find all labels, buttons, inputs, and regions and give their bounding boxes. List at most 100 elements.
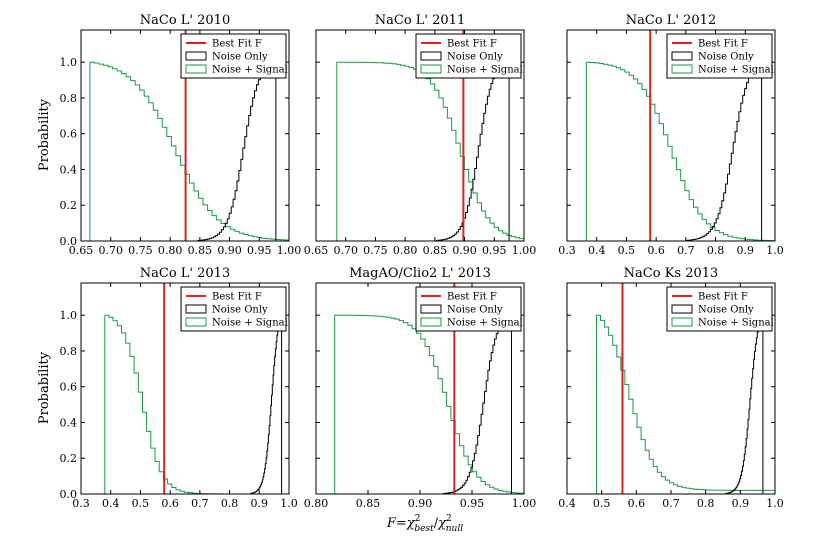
x-tick-label: 0.4 (588, 244, 606, 257)
y-tick-label: 0.0 (60, 488, 78, 501)
axes-frame (315, 29, 525, 242)
legend-label-noise-signal: Noise + Signal (698, 65, 774, 76)
x-tick-label: 0.5 (618, 244, 636, 257)
x-tick-label: 0.5 (132, 497, 150, 510)
panel-title: NaCo L' 2012 (626, 13, 716, 28)
noise-signal-line (596, 314, 775, 494)
legend-label-noise-only: Noise Only (698, 305, 754, 316)
noise-only-line (250, 314, 283, 494)
series-group (596, 283, 775, 494)
panel-title: NaCo L' 2011 (375, 13, 465, 28)
x-tick-label: 0.8 (221, 497, 239, 510)
legend-box (180, 33, 287, 79)
x-tick-label: 1.0 (766, 244, 784, 257)
legend: Best Fit F Noise Only Noise + Signal (666, 286, 774, 332)
xlabel: F=χ2 best/χ2 null (386, 514, 463, 534)
panel-6: NaCo Ks 2013 0.4 0.5 0.6 0.7 0.8 0.9 1.0 Best Fi… (558, 266, 784, 510)
legend: Best Fit F Noise Only Noise + Signal (415, 286, 523, 332)
panels: NaCo L' 2010 0.65 0.70 0.75 0.80 0.85 0.90 0.95… (60, 13, 784, 510)
legend-swatch-noise-only (185, 51, 207, 61)
noise-signal-line (89, 61, 289, 241)
y-tick-label: 0.4 (60, 416, 78, 429)
x-tick-label: 0.90 (408, 497, 433, 510)
legend-swatch-noise-signal (420, 64, 442, 74)
legend-label-best-fit: Best Fit F (447, 39, 497, 50)
legend-swatch-noise-signal (420, 317, 442, 327)
noise-signal-line (104, 314, 289, 494)
legend-swatch-noise-signal (185, 64, 207, 74)
x-tick-label: 1.00 (512, 244, 537, 257)
y-tick-label: 0.6 (60, 381, 78, 394)
y-tick-label: 1.0 (60, 309, 78, 322)
x-tick-label: 1.0 (280, 497, 298, 510)
ylabel-top: Probability (37, 98, 52, 171)
panel-title: NaCo Ks 2013 (624, 266, 719, 281)
legend-box (666, 286, 773, 332)
y-tick-label: 0.6 (60, 128, 78, 141)
legend-label-noise-only: Noise Only (447, 52, 503, 63)
panel-3: NaCo L' 2012 0.3 0.4 0.5 0.6 0.7 0.8 0.9 1.0 Best… (558, 13, 784, 257)
x-tick-label: 0.8 (707, 244, 725, 257)
x-tick-label: 0.9 (732, 497, 750, 510)
legend-label-noise-only: Noise Only (447, 305, 503, 316)
legend-swatch-noise-signal (671, 64, 693, 74)
axes-frame (566, 29, 776, 242)
x-tick-label: 0.5 (593, 497, 611, 510)
x-tick-label: 0.7 (662, 497, 680, 510)
panel-1: NaCo L' 2010 0.65 0.70 0.75 0.80 0.85 0.90 0.95… (60, 13, 302, 257)
legend: Best Fit F Noise Only Noise + Signal (415, 33, 523, 79)
noise-only-line (685, 61, 763, 241)
panel-title: MagAO/Clio2 L' 2013 (349, 266, 491, 281)
x-tick-label: 0.8 (697, 497, 715, 510)
legend-label-noise-signal: Noise + Signal (447, 65, 523, 76)
legend: Best Fit F Noise Only Noise + Signal (180, 33, 288, 79)
y-tick-label: 0.2 (60, 452, 78, 465)
x-tick-label: 0.6 (161, 497, 179, 510)
x-tick-label: 0.70 (333, 244, 358, 257)
panel-5: MagAO/Clio2 L' 2013 0.80 0.85 0.90 0.95 1.00 B… (304, 266, 537, 510)
noise-only-line (725, 314, 764, 494)
x-tick-label: 0.3 (72, 497, 90, 510)
y-tick-label: 1.0 (60, 56, 78, 69)
x-tick-label: 0.90 (217, 244, 242, 257)
x-tick-label: 0.65 (304, 244, 329, 257)
legend: Best Fit F Noise Only Noise + Signal (180, 286, 288, 332)
legend-swatch-noise-only (671, 304, 693, 314)
noise-signal-line (336, 61, 524, 241)
ylabel-bottom: Probability (37, 351, 52, 424)
panel-title: NaCo L' 2010 (140, 13, 230, 28)
axes-frame (80, 282, 290, 495)
x-tick-label: 0.65 (69, 244, 94, 257)
xlabel-sup2: 2 (446, 514, 452, 524)
x-tick-label: 0.85 (188, 244, 213, 257)
legend-label-noise-signal: Noise + Signal (698, 318, 774, 329)
x-tick-label: 1.00 (512, 497, 537, 510)
noise-only-line (197, 61, 277, 241)
xlabel-sup1: 2 (415, 514, 421, 524)
series-group (104, 283, 289, 494)
y-tick-label: 0.2 (60, 199, 78, 212)
legend-label-noise-signal: Noise + Signal (212, 318, 288, 329)
xlabel-slash: / (434, 516, 439, 531)
legend-box (415, 286, 522, 332)
legend-label-noise-signal: Noise + Signal (212, 65, 288, 76)
legend-label-best-fit: Best Fit F (698, 39, 748, 50)
legend-label-best-fit: Best Fit F (212, 292, 262, 303)
x-tick-label: 0.9 (737, 244, 755, 257)
legend-label-noise-signal: Noise + Signal (447, 318, 523, 329)
x-tick-label: 0.6 (647, 244, 665, 257)
legend: Best Fit F Noise Only Noise + Signal (666, 33, 774, 79)
xlabel-best: best (414, 524, 434, 534)
y-tick-label: 0.8 (60, 92, 78, 105)
x-tick-label: 0.4 (102, 497, 120, 510)
legend-swatch-noise-signal (185, 317, 207, 327)
panel-4: NaCo L' 2013 0.3 0.4 0.5 0.6 0.7 0.8 0.9 1.0 0.0 0… (60, 266, 298, 510)
panel-title: NaCo L' 2013 (140, 266, 230, 281)
x-tick-label: 0.80 (304, 497, 329, 510)
x-tick-label: 0.7 (677, 244, 695, 257)
y-tick-label: 0.0 (60, 235, 78, 248)
legend-swatch-noise-only (185, 304, 207, 314)
legend-swatch-noise-signal (671, 317, 693, 327)
noise-signal-line (334, 314, 524, 494)
